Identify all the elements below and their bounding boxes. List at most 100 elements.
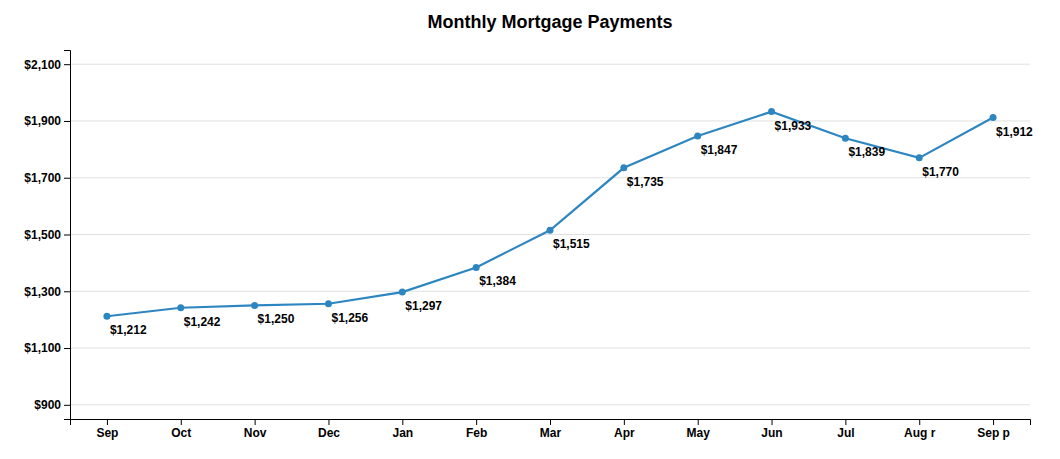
x-tick-label: Jul (837, 426, 854, 440)
x-tick-mark (255, 419, 256, 425)
x-tick-mark (624, 419, 625, 425)
data-label: $1,384 (479, 274, 516, 288)
grid (70, 64, 1030, 405)
data-labels: $1,212 $1,242 $1,250 $1,256 $1,297 $1,384 $1,5… (110, 119, 1033, 338)
y-tick-mark (64, 178, 70, 179)
data-label: $1,515 (553, 237, 590, 251)
marker (399, 289, 406, 296)
y-tick-mark (64, 405, 70, 406)
marker (694, 133, 701, 140)
data-label: $1,297 (405, 299, 442, 313)
marker (325, 300, 332, 307)
y-tick-mark (64, 235, 70, 236)
x-tick-mark (919, 419, 920, 425)
data-label: $1,256 (331, 311, 368, 325)
y-tick-label: $900 (34, 398, 61, 412)
data-label: $1,847 (701, 143, 738, 157)
x-tick: May (687, 419, 711, 440)
data-label: $1,250 (258, 312, 295, 326)
marks (103, 108, 996, 320)
x-tick-mark (772, 419, 773, 425)
x-axis-line (71, 420, 1031, 426)
x-tick-mark (993, 419, 994, 425)
marker (842, 135, 849, 142)
y-tick: $1,300 (24, 285, 70, 299)
x-tick: Feb (466, 419, 487, 440)
line (107, 112, 993, 317)
y-tick-label: $1,100 (24, 341, 61, 355)
x-tick-label: Jun (761, 426, 782, 440)
data-label: $1,770 (922, 165, 959, 179)
x-tick: Aug r (904, 419, 936, 440)
y-tick: $1,500 (24, 228, 70, 242)
x-tick-label: Sep (96, 426, 118, 440)
x-tick-label: Dec (318, 426, 340, 440)
marker (473, 264, 480, 271)
x-tick-label: Nov (244, 426, 267, 440)
y-tick: $900 (34, 398, 70, 412)
y-tick-label: $1,700 (24, 171, 61, 185)
marker (177, 304, 184, 311)
x-axis: Sep Oct Nov Dec Jan Feb Mar Apr May Jun Jul Aug r Se… (71, 419, 1031, 440)
x-tick-mark (698, 419, 699, 425)
y-tick: $2,100 (24, 58, 70, 72)
x-tick: Dec (318, 419, 340, 440)
x-tick: Oct (171, 419, 191, 440)
x-tick: Apr (614, 419, 635, 440)
y-tick-label: $2,100 (24, 58, 61, 72)
plot: $900 $1,100 $1,300 $1,500 $1,700 $1,900 $2,100… (24, 51, 1033, 440)
y-axis-line (64, 51, 71, 420)
marker (547, 227, 554, 234)
x-tick-label: Mar (540, 426, 562, 440)
marker (768, 108, 775, 115)
y-tick-label: $1,300 (24, 285, 61, 299)
y-tick: $1,700 (24, 171, 70, 185)
y-tick-mark (64, 291, 70, 292)
grid-line (70, 120, 1030, 121)
x-tick-mark (107, 419, 108, 425)
marker (103, 313, 110, 320)
y-tick-mark (64, 348, 70, 349)
y-tick-label: $1,500 (24, 228, 61, 242)
x-tick: Nov (244, 419, 267, 440)
x-tick-mark (476, 419, 477, 425)
marker (916, 154, 923, 161)
data-label: $1,912 (996, 125, 1033, 139)
x-tick-mark (402, 419, 403, 425)
grid-line (70, 64, 1030, 65)
data-label: $1,933 (775, 119, 812, 133)
x-tick-label: Jan (392, 426, 413, 440)
x-tick-label: Oct (171, 426, 191, 440)
x-tick: Jul (837, 419, 854, 440)
grid-line (70, 348, 1030, 349)
y-tick-mark (64, 64, 70, 65)
y-axis: $900 $1,100 $1,300 $1,500 $1,700 $1,900 $2,100 (24, 51, 70, 420)
x-tick: Sep p (977, 419, 1010, 440)
data-label: $1,735 (627, 175, 664, 189)
y-tick-label: $1,900 (24, 114, 61, 128)
x-tick-label: Feb (466, 426, 487, 440)
x-tick: Jun (761, 419, 782, 440)
x-tick: Sep (96, 419, 118, 440)
marker (990, 114, 997, 121)
data-label: $1,242 (184, 315, 221, 329)
x-tick-mark (328, 419, 329, 425)
x-tick-label: Aug r (904, 426, 936, 440)
x-tick-label: Apr (614, 426, 635, 440)
grid-line (70, 177, 1030, 178)
grid-line (70, 291, 1030, 292)
data-label: $1,212 (110, 323, 147, 337)
y-tick-mark (64, 121, 70, 122)
chart: $900 $1,100 $1,300 $1,500 $1,700 $1,900 $2,100… (0, 0, 1060, 459)
grid-line (70, 404, 1030, 405)
x-tick: Mar (540, 419, 562, 440)
x-tick-label: Sep p (977, 426, 1010, 440)
grid-line (70, 234, 1030, 235)
x-tick-mark (550, 419, 551, 425)
marker (251, 302, 258, 309)
title: Monthly Mortgage Payments (427, 12, 672, 32)
x-tick: Jan (392, 419, 413, 440)
data-label: $1,839 (848, 145, 885, 159)
x-tick-mark (845, 419, 846, 425)
marker (620, 164, 627, 171)
